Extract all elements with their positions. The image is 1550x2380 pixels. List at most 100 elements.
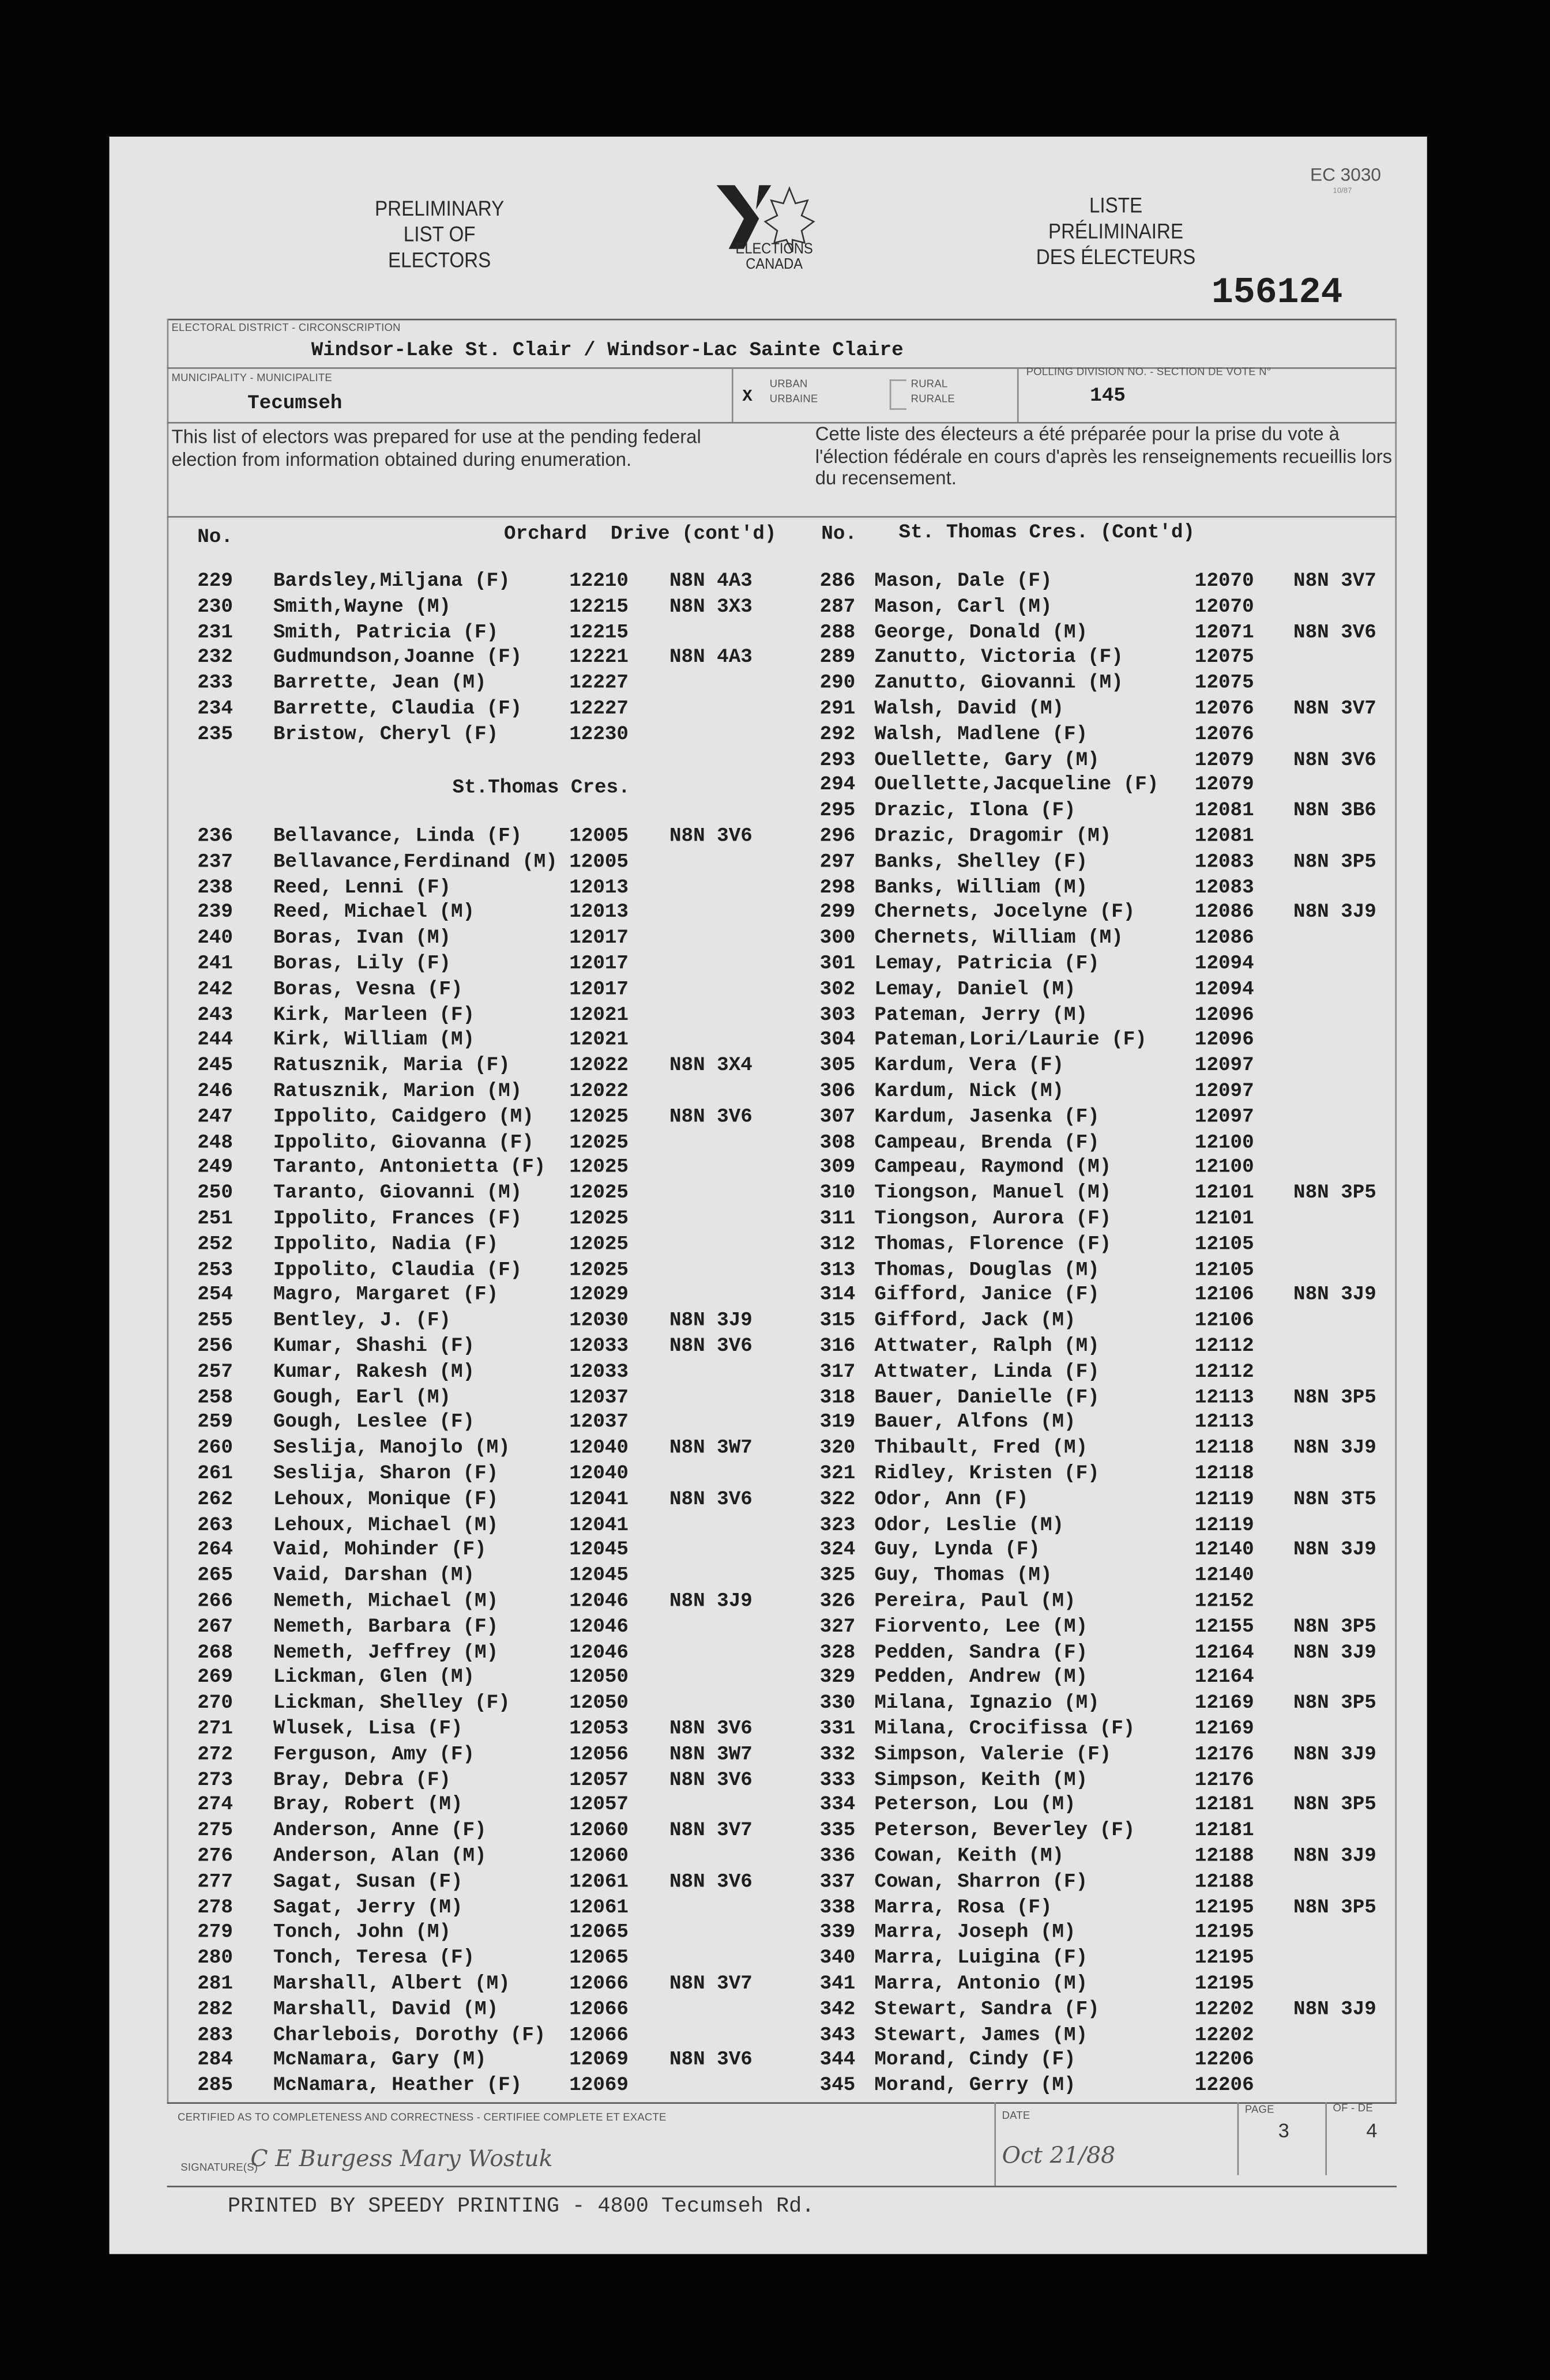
street-number: 12025 [569,1232,629,1255]
elector-name: Odor, Ann (F) [874,1487,1029,1511]
street-number: 12065 [569,1946,629,1969]
certified-label: CERTIFIED AS TO COMPLETENESS AND CORRECT… [178,2112,667,2124]
postal-code: N8N 3V7 [669,1818,753,1842]
elector-name: Nemeth, Michael (M) [273,1589,499,1612]
elector-name: Kardum, Nick (M) [874,1079,1064,1102]
form-code: EC 3030 [1310,164,1381,186]
street-number: 12100 [1194,1155,1254,1179]
elector-number: 277 [197,1869,233,1893]
elector-number: 328 [819,1640,856,1663]
elector-name: Thomas, Florence (F) [874,1232,1112,1255]
elector-name: Thomas, Douglas (M) [874,1257,1100,1281]
urban-checkbox[interactable]: X [742,388,753,407]
postal-code: N8N 3W7 [669,1436,753,1459]
rural-checkbox[interactable] [889,379,906,410]
elector-number: 273 [197,1768,233,1791]
elector-list-page [109,136,1427,2254]
elector-number: 233 [197,671,233,694]
elector-name: Kardum, Vera (F) [874,1053,1064,1077]
street-number: 12112 [1194,1334,1254,1357]
elector-number: 281 [197,1971,233,1995]
street-number: 12025 [569,1257,629,1281]
postal-code: N8N 4A3 [669,569,753,592]
postal-code: N8N 3P5 [1293,1385,1376,1409]
elector-number: 269 [197,1666,233,1689]
street-number: 12227 [569,696,629,720]
col-street-right: St. Thomas Cres. (Cont'd) [898,521,1195,544]
elector-name: Cowan, Keith (M) [874,1844,1064,1867]
street-number: 12202 [1194,1997,1254,2020]
elector-name: Gifford, Janice (F) [874,1283,1100,1306]
street-number: 12195 [1194,1895,1254,1918]
logo-text: ELECTIONS CANADA [714,242,834,273]
postal-code: N8N 3J9 [1293,1742,1376,1765]
postal-code: N8N 3P5 [1293,1181,1376,1204]
elector-number: 309 [819,1155,856,1179]
col-street-left: Orchard Drive (cont'd) [504,522,777,545]
street-number: 12022 [569,1053,629,1077]
elector-name: Campeau, Raymond (M) [874,1155,1112,1179]
elector-number: 301 [819,951,856,975]
elector-name: Drazic, Dragomir (M) [874,824,1112,848]
street-number: 12037 [569,1410,629,1434]
street-number: 12060 [569,1818,629,1842]
elector-number: 250 [197,1181,233,1204]
street-number: 12188 [1194,1844,1254,1867]
elector-name: Smith,Wayne (M) [273,594,451,617]
postal-code: N8N 3J9 [1293,1538,1376,1561]
district-value: Windsor-Lake St. Clair / Windsor-Lac Sai… [311,338,904,361]
elector-name: Pateman,Lori/Laurie (F) [874,1028,1147,1051]
street-number: 12053 [569,1716,629,1740]
elector-number: 241 [197,951,233,975]
elector-name: Campeau, Brenda (F) [874,1130,1100,1153]
street-number: 12057 [569,1793,629,1816]
elector-number: 256 [197,1334,233,1357]
elector-name: Marshall, David (M) [273,1997,499,2020]
elector-number: 236 [197,824,233,848]
elector-number: 315 [819,1308,856,1332]
street-number: 12017 [569,977,629,1000]
elector-number: 289 [819,645,856,669]
urban-label: URBAN URBAINE [770,378,818,409]
street-number: 12070 [1194,594,1254,617]
elector-name: Ippolito, Giovanna (F) [273,1130,534,1153]
elector-number: 247 [197,1105,233,1128]
elector-name: Tiongson, Manuel (M) [874,1181,1112,1204]
postal-code: N8N 3V6 [1293,747,1376,771]
street-number: 12045 [569,1538,629,1561]
elector-name: Gifford, Jack (M) [874,1308,1076,1332]
elector-name: Gough, Earl (M) [273,1385,451,1409]
elector-number: 245 [197,1053,233,1077]
elector-number: 325 [819,1564,856,1587]
elector-name: Stewart, Sandra (F) [874,1997,1100,2020]
street-number: 12119 [1194,1512,1254,1536]
street-number: 12188 [1194,1869,1254,1893]
street-number: 12097 [1194,1105,1254,1128]
elector-number: 344 [819,2048,856,2072]
elector-name: Tiongson, Aurora (F) [874,1206,1112,1230]
street-number: 12079 [1194,773,1254,796]
postal-code: N8N 3J9 [669,1589,753,1612]
street-number: 12152 [1194,1589,1254,1612]
elector-name: Ippolito, Frances (F) [273,1206,522,1230]
elector-number: 234 [197,696,233,720]
elector-number: 290 [819,671,856,694]
street-number: 12075 [1194,671,1254,694]
elector-name: Bardsley,Miljana (F) [273,569,510,592]
elector-number: 229 [197,569,233,592]
street-number: 12164 [1194,1666,1254,1689]
elector-name: Kumar, Shashi (F) [273,1334,475,1357]
elector-name: Tonch, Teresa (F) [273,1946,475,1969]
street-number: 12105 [1194,1232,1254,1255]
street-number: 12079 [1194,747,1254,771]
elector-number: 297 [819,849,856,873]
street-number: 12066 [569,1971,629,1995]
elector-name: Taranto, Giovanni (M) [273,1181,522,1204]
elector-name: Anderson, Anne (F) [273,1818,487,1842]
street-number: 12022 [569,1079,629,1102]
elector-number: 280 [197,1946,233,1969]
elector-name: Bauer, Danielle (F) [874,1385,1100,1409]
elector-name: Odor, Leslie (M) [874,1512,1064,1536]
elector-number: 231 [197,620,233,643]
elector-number: 248 [197,1130,233,1153]
